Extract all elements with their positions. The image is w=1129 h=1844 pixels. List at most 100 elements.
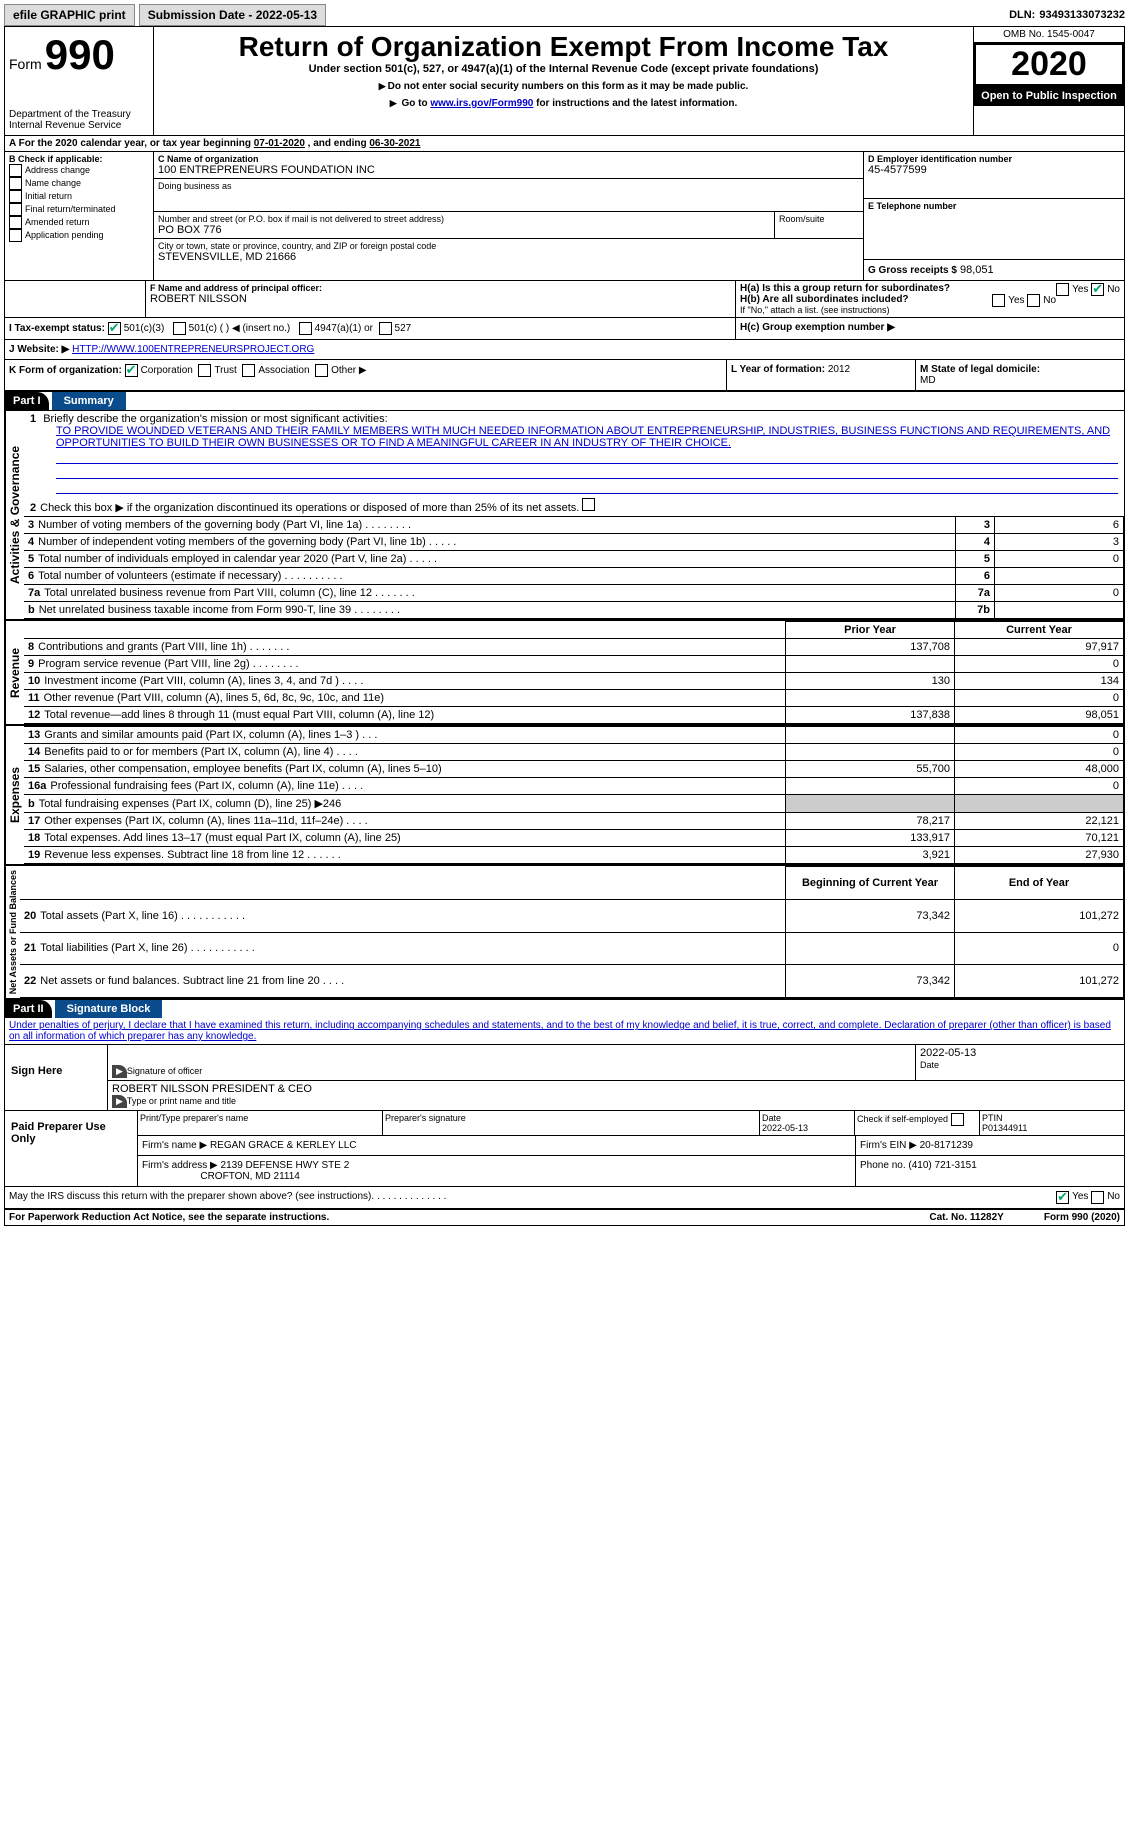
l17: Other expenses (Part IX, column (A), lin… <box>44 815 343 827</box>
pra: For Paperwork Reduction Act Notice, see … <box>9 1212 329 1223</box>
p11 <box>786 690 955 707</box>
chk-selfemp[interactable] <box>951 1113 964 1126</box>
website-link[interactable]: HTTP://WWW.100ENTREPRENEURSPROJECT.ORG <box>72 344 314 355</box>
efile-button[interactable]: efile GRAPHIC print <box>4 4 135 26</box>
hb-no[interactable] <box>1027 294 1040 307</box>
phone: (410) 721-3151 <box>908 1160 976 1171</box>
ha-yes[interactable] <box>1056 283 1069 296</box>
type-name-label: Type or print name and title <box>127 1096 236 1106</box>
l5: Total number of individuals employed in … <box>38 553 406 565</box>
firm-ein: 20-8171239 <box>920 1140 973 1151</box>
b-addr: Address change <box>25 165 90 175</box>
chk-501c[interactable] <box>173 322 186 335</box>
v3: 6 <box>995 517 1124 534</box>
submission-label: Submission Date - <box>148 8 256 22</box>
k-label: K Form of organization: <box>9 365 122 376</box>
chk-527[interactable] <box>379 322 392 335</box>
side-expenses: Expenses <box>5 726 24 864</box>
c19: 27,930 <box>955 847 1124 864</box>
firm-name-label: Firm's name ▶ <box>142 1140 207 1151</box>
sign-here: Sign Here <box>5 1045 107 1110</box>
period-end: 06-30-2021 <box>369 138 420 149</box>
l3: Number of voting members of the governin… <box>38 519 362 531</box>
chk-trust[interactable] <box>198 364 211 377</box>
l7a: Total unrelated business revenue from Pa… <box>44 587 372 599</box>
chk-initial[interactable] <box>9 190 22 203</box>
l6: Total number of volunteers (estimate if … <box>38 570 281 582</box>
chk-final[interactable] <box>9 203 22 216</box>
i-527: 527 <box>395 323 412 334</box>
chk-name[interactable] <box>9 177 22 190</box>
hb-yes[interactable] <box>992 294 1005 307</box>
yes2: Yes <box>1008 295 1024 306</box>
discuss-no[interactable] <box>1091 1191 1104 1204</box>
l19: Revenue less expenses. Subtract line 18 … <box>44 849 304 861</box>
sig-officer-label: Signature of officer <box>127 1066 202 1076</box>
b-final: Final return/terminated <box>25 204 116 214</box>
l1: Briefly describe the organization's miss… <box>43 413 387 425</box>
f-label: F Name and address of principal officer: <box>150 283 731 293</box>
side-governance: Activities & Governance <box>5 411 24 619</box>
declaration[interactable]: Under penalties of perjury, I declare th… <box>9 1020 1111 1042</box>
chk-app[interactable] <box>9 229 22 242</box>
c16a: 0 <box>955 778 1124 795</box>
org-name: 100 ENTREPRENEURS FOUNDATION INC <box>158 164 859 176</box>
ha-label: H(a) Is this a group return for subordin… <box>740 283 950 294</box>
p9 <box>786 656 955 673</box>
dln: 93493133073232 <box>1039 9 1125 21</box>
chk-501c3[interactable] <box>108 322 121 335</box>
submission-button[interactable]: Submission Date - 2022-05-13 <box>139 4 326 26</box>
p12: 137,838 <box>786 707 955 724</box>
sig-date: 2022-05-13 <box>920 1047 1120 1059</box>
chk-discontinued[interactable] <box>582 498 595 511</box>
chk-4947[interactable] <box>299 322 312 335</box>
c11: 0 <box>955 690 1124 707</box>
l22: Net assets or fund balances. Subtract li… <box>40 975 319 987</box>
d-label: D Employer identification number <box>868 154 1120 164</box>
g-val: 98,051 <box>960 264 994 276</box>
chk-other[interactable] <box>315 364 328 377</box>
mission[interactable]: TO PROVIDE WOUNDED VETERANS AND THEIR FA… <box>30 425 1118 449</box>
side-netassets: Net Assets or Fund Balances <box>5 866 20 998</box>
discuss-yes[interactable] <box>1056 1191 1069 1204</box>
hb-note: If "No," attach a list. (see instruction… <box>740 305 1120 315</box>
chk-address[interactable] <box>9 164 22 177</box>
ha-no[interactable] <box>1091 283 1104 296</box>
l9: Program service revenue (Part VIII, line… <box>38 658 250 670</box>
chk-assoc[interactable] <box>242 364 255 377</box>
discuss: May the IRS discuss this return with the… <box>9 1191 371 1204</box>
p17: 78,217 <box>786 813 955 830</box>
v7a: 0 <box>995 585 1124 602</box>
date-label: Date <box>920 1060 939 1070</box>
phone-label: Phone no. <box>860 1160 906 1171</box>
m-val: MD <box>920 375 936 386</box>
firm-addr1: 2139 DEFENSE HWY STE 2 <box>221 1160 350 1171</box>
prep-sig-label: Preparer's signature <box>383 1111 760 1135</box>
i-c3: 501(c)(3) <box>124 323 165 334</box>
tax-year: 2020 <box>974 43 1124 86</box>
chk-amended[interactable] <box>9 216 22 229</box>
period-begin: 07-01-2020 <box>254 138 305 149</box>
p19: 3,921 <box>786 847 955 864</box>
cat: Cat. No. 11282Y <box>929 1212 1003 1223</box>
note-ssn: Do not enter social security numbers on … <box>388 81 749 92</box>
p21 <box>786 932 955 965</box>
submission-date: 2022-05-13 <box>256 8 317 22</box>
l20: Total assets (Part X, line 16) <box>40 910 178 922</box>
p14 <box>786 744 955 761</box>
c22: 101,272 <box>955 965 1124 998</box>
form-subtitle: Under section 501(c), 527, or 4947(a)(1)… <box>162 63 965 75</box>
p10: 130 <box>786 673 955 690</box>
ein: 45-4577599 <box>868 164 1120 176</box>
dln-label: DLN: <box>1009 9 1035 21</box>
officer-name: ROBERT NILSSON <box>150 293 731 305</box>
current-hdr: Current Year <box>955 622 1124 639</box>
c17: 22,121 <box>955 813 1124 830</box>
period-a: For the 2020 calendar year, or tax year … <box>19 138 254 149</box>
chk-corp[interactable] <box>125 364 138 377</box>
hb-label: H(b) Are all subordinates included? <box>740 294 909 305</box>
p20: 73,342 <box>786 899 955 932</box>
form990-link[interactable]: www.irs.gov/Form990 <box>430 98 533 109</box>
i-a1: 4947(a)(1) or <box>315 323 373 334</box>
dno: No <box>1107 1191 1120 1204</box>
